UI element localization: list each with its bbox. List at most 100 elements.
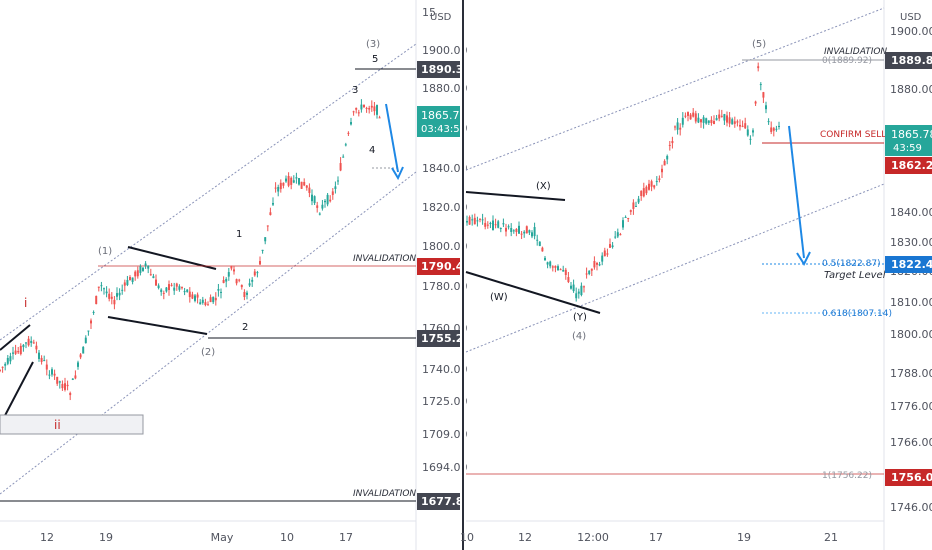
candle-body: [567, 277, 570, 282]
candle-body: [105, 291, 108, 294]
right-countdown: 43:59: [893, 143, 922, 154]
candle-body: [116, 293, 118, 297]
candle-body: [554, 265, 557, 268]
candle-body: [544, 257, 546, 261]
candle-body: [227, 272, 230, 277]
y-tick-label: 1840.00: [422, 162, 468, 175]
candle-body: [583, 286, 585, 288]
candle-body: [71, 378, 74, 380]
candle-body: [744, 123, 747, 129]
y-tick-label: 1810.00: [890, 296, 932, 309]
wave-5-label: 5: [372, 54, 378, 65]
candle-body: [770, 127, 773, 132]
left-top-partial-tick: 15: [422, 6, 436, 19]
price-tag: [885, 256, 932, 273]
candle-body: [645, 186, 648, 194]
candle-body: [772, 128, 775, 131]
right-x-axis: 10 12 12:00 17 19 21: [460, 531, 838, 544]
candle-body: [512, 230, 515, 232]
candle-body: [749, 138, 752, 140]
candle-body: [129, 277, 131, 281]
candle-body: [272, 202, 274, 205]
wave-1-label: 1: [236, 229, 242, 240]
candle-body: [632, 202, 635, 209]
candle-body: [326, 194, 329, 205]
candle-body: [90, 320, 92, 324]
candle-body: [12, 352, 14, 354]
price-tag: [417, 330, 460, 347]
left-current-price: 1865.78: [421, 109, 467, 122]
fib-level-label: 0.618(1807.14): [822, 309, 892, 319]
candle-body: [243, 291, 246, 298]
candle-body: [468, 216, 471, 225]
candle-body: [572, 284, 575, 292]
candle-body: [110, 296, 113, 299]
price-tag-label: 1790.44: [421, 260, 471, 273]
candle-body: [248, 283, 251, 286]
candle-body: [648, 183, 650, 190]
candle-body: [14, 350, 17, 354]
candle-body: [230, 266, 233, 269]
candle-body: [277, 187, 280, 192]
price-tag: [885, 52, 932, 69]
left-x-axis: 12 19 May 10 17: [40, 531, 353, 544]
candle-body: [201, 299, 204, 303]
candle-body: [316, 205, 319, 208]
candle-body: [240, 284, 243, 288]
candle-body: [637, 198, 640, 203]
candle-body: [541, 247, 544, 252]
candle-body: [720, 115, 723, 117]
candle-body: [489, 222, 492, 225]
candle-body: [642, 188, 645, 197]
candle-body: [123, 282, 126, 286]
candle-body: [661, 168, 663, 173]
candle-body: [300, 181, 303, 189]
candle-body: [481, 219, 484, 221]
candle-body: [614, 236, 617, 238]
candle-body: [274, 187, 277, 189]
candle-body: [25, 342, 27, 344]
candle-body: [484, 222, 487, 227]
candle-body: [337, 180, 339, 182]
price-tag: [885, 157, 932, 174]
candle-body: [173, 287, 176, 291]
candle-body: [149, 274, 152, 276]
candle-body: [476, 220, 479, 222]
candle-body: [0, 369, 1, 371]
wave-4-paren-label: (4): [572, 331, 586, 342]
candle-body: [546, 262, 549, 265]
candle-body: [752, 130, 754, 133]
candle-body: [311, 194, 313, 202]
candle-body: [707, 120, 710, 123]
candle-body: [160, 289, 163, 293]
confirm-sells-label: CONFIRM SELLS: [820, 130, 892, 140]
candle-body: [606, 253, 609, 255]
left-chart-pane[interactable]: i ii (1) (2) (3) 1 2 3 4 5 INVALIDATION …: [0, 0, 471, 550]
candle-body: [376, 105, 378, 115]
candle-body: [723, 114, 726, 121]
right-chart-pane[interactable]: (W) (X) (Y) (4) (5) INVALIDATION CONFIRM…: [460, 0, 932, 550]
candle-body: [596, 263, 598, 265]
wave-W-label: (W): [490, 292, 508, 303]
candle-body: [30, 340, 33, 343]
candle-body: [298, 178, 300, 185]
candle-body: [103, 288, 105, 290]
candle-body: [762, 92, 765, 98]
candle-body: [126, 280, 129, 286]
candle-body: [251, 279, 254, 282]
candle-body: [666, 155, 669, 160]
candle-body: [282, 182, 285, 186]
candle-body: [290, 177, 293, 185]
candle-body: [518, 225, 520, 234]
candle-body: [713, 121, 715, 124]
right-candles: [466, 62, 780, 302]
wave-i-label: i: [24, 296, 27, 310]
candle-body: [757, 66, 760, 69]
candle-body: [692, 112, 695, 117]
candle-body: [687, 112, 689, 116]
candle-body: [259, 261, 261, 265]
candle-body: [142, 267, 144, 271]
candle-body: [147, 265, 150, 269]
candle-body: [629, 210, 632, 212]
candle-body: [175, 283, 178, 287]
